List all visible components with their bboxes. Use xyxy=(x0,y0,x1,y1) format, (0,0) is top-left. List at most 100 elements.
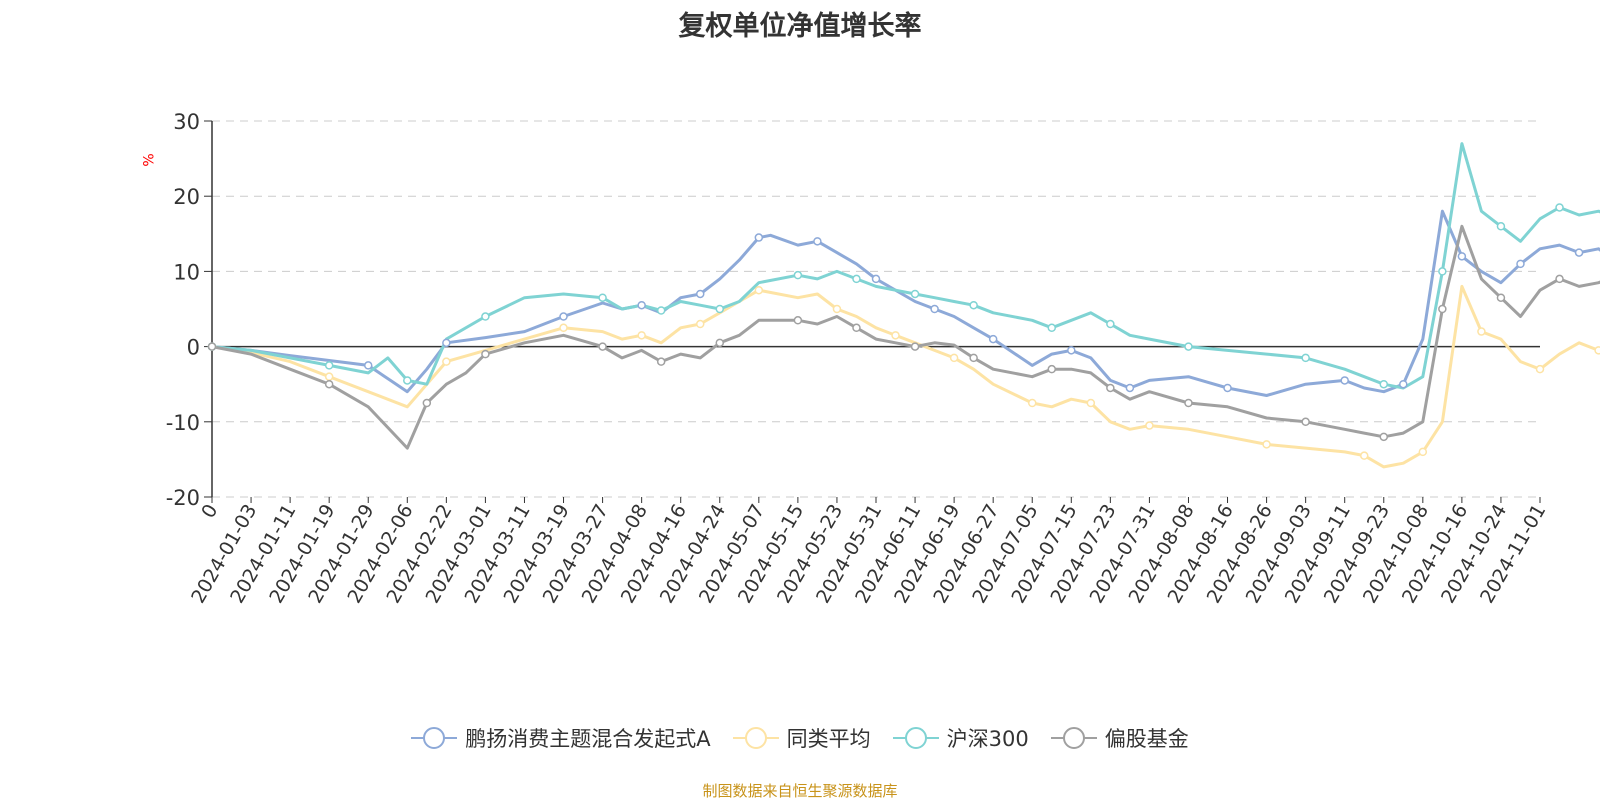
legend: 鹏扬消费主题混合发起式A 同类平均 沪深300 偏股基金 xyxy=(0,723,1600,753)
data-point xyxy=(1029,400,1036,407)
legend-item-3[interactable]: 偏股基金 xyxy=(1051,723,1189,753)
data-point xyxy=(1497,223,1504,230)
data-point xyxy=(990,336,997,343)
data-point xyxy=(423,400,430,407)
data-point xyxy=(1302,418,1309,425)
data-point xyxy=(599,343,606,350)
data-point xyxy=(1517,260,1524,267)
data-point xyxy=(1361,452,1368,459)
data-point xyxy=(326,381,333,388)
data-point xyxy=(833,306,840,313)
data-point xyxy=(1458,253,1465,260)
y-tick-label: 10 xyxy=(173,260,200,284)
data-point xyxy=(892,332,899,339)
data-point xyxy=(716,306,723,313)
y-tick-label: 20 xyxy=(173,185,200,209)
data-point xyxy=(697,290,704,297)
data-point xyxy=(404,377,411,384)
legend-swatch-marker xyxy=(906,728,926,748)
data-point xyxy=(1048,366,1055,373)
data-point xyxy=(814,238,821,245)
y-tick-label: 30 xyxy=(173,110,200,134)
data-point xyxy=(951,354,958,361)
data-point xyxy=(1537,366,1544,373)
data-point xyxy=(482,313,489,320)
data-point xyxy=(755,234,762,241)
data-point xyxy=(970,354,977,361)
data-point xyxy=(1380,381,1387,388)
data-point xyxy=(1107,384,1114,391)
data-point xyxy=(1341,377,1348,384)
data-point xyxy=(443,339,450,346)
source-note: 制图数据来自恒生聚源数据库 xyxy=(0,780,1600,801)
data-point xyxy=(1595,347,1600,354)
data-point xyxy=(931,306,938,313)
legend-swatch-icon xyxy=(411,726,457,750)
data-point xyxy=(658,358,665,365)
series-markers xyxy=(209,204,1600,459)
data-point xyxy=(1146,422,1153,429)
data-point xyxy=(326,373,333,380)
data-point xyxy=(1419,448,1426,455)
data-point xyxy=(1068,347,1075,354)
data-point xyxy=(873,275,880,282)
data-point xyxy=(326,362,333,369)
data-point xyxy=(658,307,665,314)
legend-swatch-icon xyxy=(1051,726,1097,750)
legend-item-2[interactable]: 沪深300 xyxy=(893,723,1029,753)
legend-swatch-marker xyxy=(746,728,766,748)
data-point xyxy=(755,287,762,294)
legend-item-1[interactable]: 同类平均 xyxy=(733,723,871,753)
line-chart: -20-10010203002024-01-032024-01-112024-0… xyxy=(0,0,1600,720)
data-point xyxy=(599,294,606,301)
data-point xyxy=(1478,328,1485,335)
data-point xyxy=(794,272,801,279)
legend-swatch-marker xyxy=(424,728,444,748)
data-point xyxy=(1497,294,1504,301)
y-tick-label: 0 xyxy=(187,336,200,360)
data-point xyxy=(1048,324,1055,331)
series-line-0 xyxy=(212,211,1600,395)
data-point xyxy=(912,290,919,297)
data-point xyxy=(1556,275,1563,282)
data-point xyxy=(1380,433,1387,440)
data-point xyxy=(560,313,567,320)
data-point xyxy=(560,324,567,331)
legend-label: 偏股基金 xyxy=(1105,723,1189,753)
data-point xyxy=(912,343,919,350)
y-tick-label: -10 xyxy=(166,411,200,435)
data-point xyxy=(697,321,704,328)
data-point xyxy=(365,362,372,369)
data-point xyxy=(482,351,489,358)
data-point xyxy=(1185,400,1192,407)
data-point xyxy=(443,358,450,365)
data-point xyxy=(638,332,645,339)
data-point xyxy=(1087,400,1094,407)
data-point xyxy=(638,302,645,309)
series-line-3 xyxy=(212,226,1600,448)
data-point xyxy=(209,343,216,350)
legend-label: 鹏扬消费主题混合发起式A xyxy=(465,723,710,753)
data-point xyxy=(1185,343,1192,350)
legend-item-0[interactable]: 鹏扬消费主题混合发起式A xyxy=(411,723,710,753)
legend-swatch-icon xyxy=(893,726,939,750)
series-lines xyxy=(212,144,1600,467)
data-point xyxy=(716,339,723,346)
data-point xyxy=(1302,354,1309,361)
legend-label: 沪深300 xyxy=(947,723,1029,753)
axes: -20-10010203002024-01-032024-01-112024-0… xyxy=(166,110,1551,607)
x-tick-label: 0 xyxy=(197,501,222,522)
data-point xyxy=(1263,441,1270,448)
legend-label: 同类平均 xyxy=(787,723,871,753)
data-point xyxy=(853,275,860,282)
data-point xyxy=(1126,384,1133,391)
data-point xyxy=(1576,249,1583,256)
data-point xyxy=(1439,268,1446,275)
data-point xyxy=(853,324,860,331)
data-point xyxy=(1439,306,1446,313)
legend-swatch-marker xyxy=(1064,728,1084,748)
legend-swatch-icon xyxy=(733,726,779,750)
data-point xyxy=(1400,381,1407,388)
data-point xyxy=(1224,384,1231,391)
data-point xyxy=(1107,321,1114,328)
